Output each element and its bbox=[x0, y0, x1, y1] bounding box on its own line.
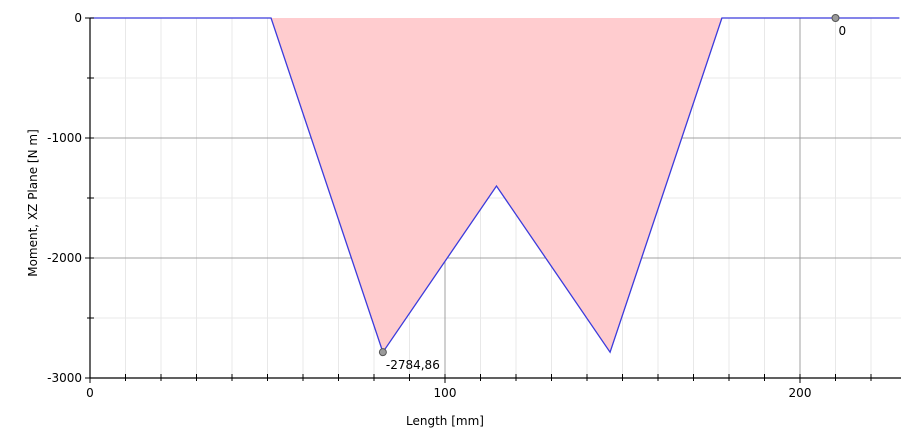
x-tick-label: 200 bbox=[789, 386, 812, 400]
area-layer bbox=[90, 17, 900, 354]
y-tick-label: 0 bbox=[74, 11, 82, 25]
marker-layer: -2784,86 0 bbox=[378, 14, 847, 372]
y-axis-title: Moment, XZ Plane [N m] bbox=[26, 129, 40, 277]
marker-label: -2784,86 bbox=[386, 358, 440, 372]
y-tick-label: -1000 bbox=[47, 131, 82, 145]
series-line bbox=[90, 17, 900, 354]
marker-point bbox=[831, 14, 840, 22]
y-tick-label: -2000 bbox=[47, 251, 82, 265]
x-tick-label: 100 bbox=[434, 386, 457, 400]
marker-label: 0 bbox=[839, 24, 847, 38]
y-tick-label: -3000 bbox=[47, 371, 82, 385]
x-tick-label: 0 bbox=[86, 386, 94, 400]
series-area-fill bbox=[90, 18, 900, 353]
x-axis-title: Length [mm] bbox=[406, 414, 484, 428]
marker-point bbox=[378, 348, 387, 357]
axes-layer: 0 100 200 0 -1000 -2000 -3000 bbox=[47, 11, 901, 400]
